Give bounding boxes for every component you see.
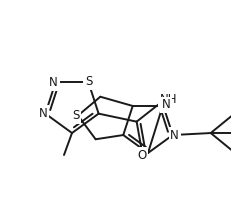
Text: O: O [137,149,146,162]
Text: N: N [161,98,170,112]
Text: S: S [84,75,92,88]
Text: S: S [72,109,79,122]
Text: N: N [39,107,48,120]
Text: NH: NH [159,93,177,106]
Text: N: N [170,128,178,142]
Text: N: N [49,76,58,89]
